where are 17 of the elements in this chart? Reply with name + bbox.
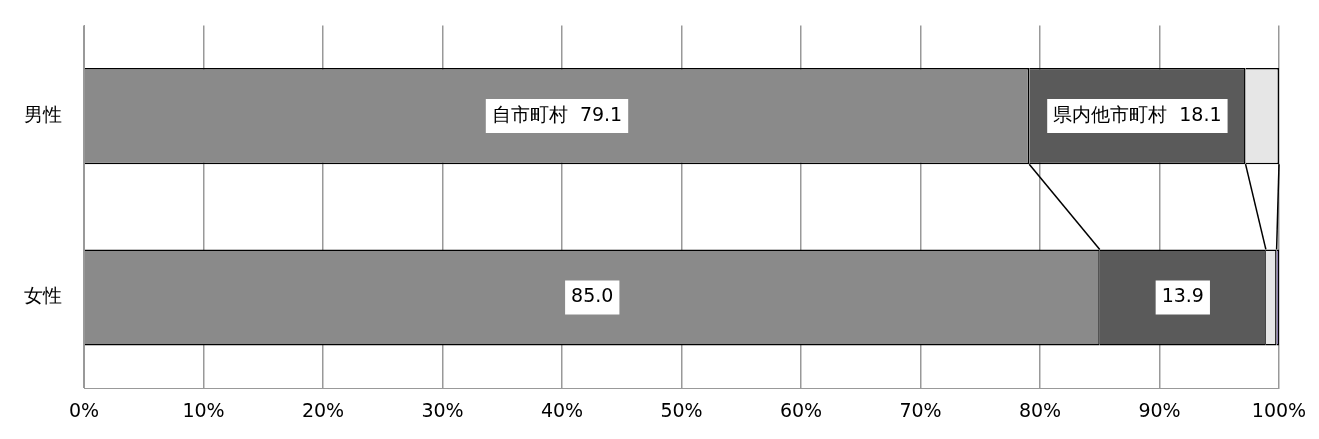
data-label: 85.0 <box>571 284 614 307</box>
x-tick-label: 100% <box>1251 398 1307 421</box>
x-tick-label: 80% <box>1018 398 1062 421</box>
y-tick-label: 女性 <box>24 284 62 307</box>
data-label: 13.9 <box>1161 284 1204 307</box>
x-tick-label: 60% <box>779 398 823 421</box>
x-tick-label: 50% <box>660 398 703 421</box>
x-tick-label: 10% <box>182 398 225 421</box>
x-tick-label: 90% <box>1138 398 1181 421</box>
x-tick-label: 70% <box>899 398 942 421</box>
x-tick-label: 0% <box>68 398 100 421</box>
x-tick-label: 30% <box>421 398 464 421</box>
y-tick-label: 男性 <box>24 103 62 126</box>
x-tick-label: 20% <box>301 398 345 421</box>
x-tick-label: 40% <box>540 398 584 421</box>
data-label: 県内他市町村 18.1 <box>1053 103 1222 126</box>
data-label: 自市町村 79.1 <box>491 103 623 126</box>
